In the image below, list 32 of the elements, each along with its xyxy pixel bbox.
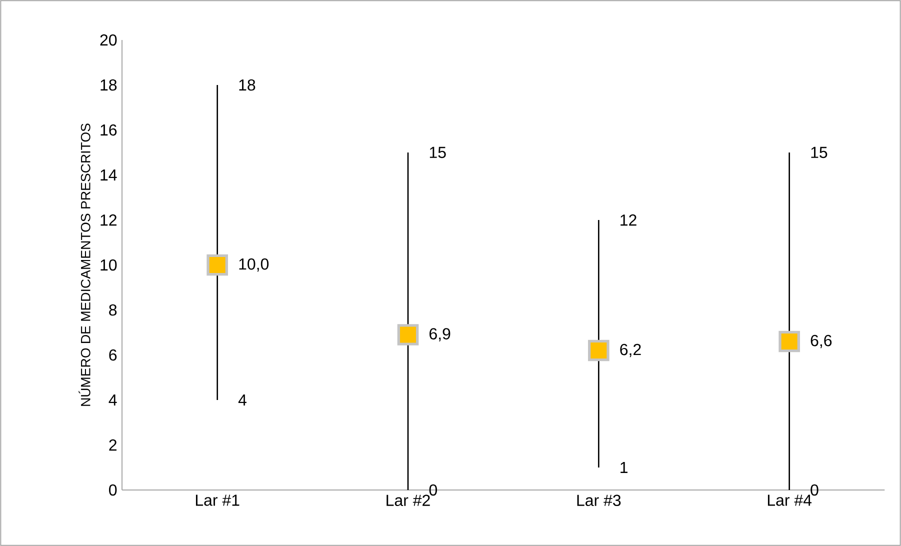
annotation: 0 (429, 484, 437, 496)
annotation: 1 (620, 462, 628, 473)
annotation: 0 (810, 484, 818, 496)
data-label: 6,6 (810, 334, 832, 348)
x-tick-label: Lar #1 (196, 494, 240, 506)
point (206, 254, 228, 276)
x-tick-label: Lar #2 (386, 494, 430, 506)
y-tick-label: 14 (100, 169, 117, 180)
data-label: 6,9 (430, 328, 450, 342)
y-tick-label: 0 (109, 484, 117, 496)
x-tick-label: Lar #4 (768, 494, 812, 506)
annotation: 15 (811, 146, 828, 158)
point (397, 324, 419, 346)
y-axis-title: NÚMERO DE MEDICAMENTOS PRESCRITOS (78, 124, 90, 406)
y-tick-label: 18 (100, 79, 117, 91)
y-tick-label: 10 (100, 259, 117, 271)
data-label: 6,2 (620, 344, 641, 358)
point (588, 340, 610, 362)
y-tick-label: 6 (109, 349, 117, 361)
y-tick-label: 16 (100, 124, 117, 136)
y-tick-label: 12 (100, 214, 116, 226)
y-tick-label: 2 (109, 439, 116, 451)
y-tick-label: 8 (109, 304, 117, 316)
x-tick-label: Lar #3 (577, 494, 621, 506)
annotation: 18 (239, 79, 256, 91)
annotation: 15 (430, 146, 446, 158)
point (778, 330, 800, 352)
annotation: 12 (620, 214, 636, 226)
data-label: 10,0 (239, 258, 269, 272)
annotation: 4 (238, 394, 246, 406)
y-tick-label: 20 (100, 34, 117, 46)
y-tick-label: 4 (108, 394, 117, 406)
